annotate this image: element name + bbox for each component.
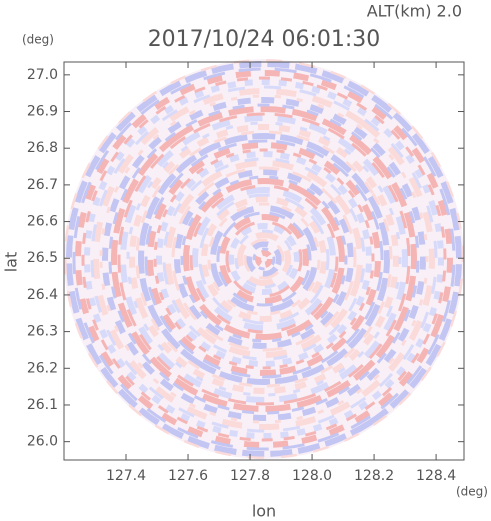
radar-ring <box>234 229 294 289</box>
radar-ring <box>210 205 318 313</box>
y-tick-label: 26.8 <box>27 140 58 156</box>
y-tick-label: 26.1 <box>27 397 58 413</box>
radar-ring <box>99 94 429 424</box>
radar-ring <box>162 157 366 361</box>
radar-ring <box>180 175 348 343</box>
y-tick-label: 26.0 <box>27 434 58 450</box>
radar-ring <box>192 187 336 332</box>
radar-ring <box>255 250 273 268</box>
radar-ring <box>207 202 321 316</box>
radar-ring <box>138 133 390 385</box>
radar-ring <box>246 241 282 277</box>
radar-ring <box>135 130 393 388</box>
radar-ring <box>243 238 285 280</box>
radar-ring <box>198 193 330 325</box>
radar-ring <box>189 184 339 334</box>
y-tick-label: 26.4 <box>27 287 58 303</box>
y-axis-label: lat <box>2 252 21 273</box>
radar-ring <box>201 196 327 322</box>
radar-ring <box>72 67 456 451</box>
radar-ring <box>156 151 372 367</box>
radar-ring <box>216 211 312 307</box>
radar-ring <box>183 178 345 340</box>
x-tick-label: 128.4 <box>416 468 456 484</box>
radar-ring <box>174 169 354 349</box>
y-tick-label: 26.6 <box>27 214 58 230</box>
y-unit: (deg) <box>22 33 54 47</box>
y-tick-label: 27.0 <box>27 67 58 83</box>
x-tick-label: 128.0 <box>292 468 332 484</box>
x-tick-label: 127.6 <box>168 468 208 484</box>
radar-ring <box>75 70 453 448</box>
radar-ring <box>93 88 435 430</box>
radar-ring <box>117 112 411 406</box>
y-tick-label: 26.3 <box>27 324 58 340</box>
y-tick-label: 26.7 <box>27 177 58 193</box>
radar-ring <box>111 106 417 412</box>
y-tick-label: 26.9 <box>27 104 58 120</box>
plot-frame <box>63 61 465 461</box>
x-tick-label: 127.4 <box>106 468 146 484</box>
x-tick-label: 128.2 <box>354 468 394 484</box>
altitude-label: ALT(km) 2.0 <box>367 2 462 21</box>
radar-ring <box>108 103 420 415</box>
x-unit: (deg) <box>456 485 488 499</box>
radar-ring <box>129 123 400 394</box>
radar-ring <box>101 96 426 421</box>
y-tick-label: 26.2 <box>27 360 58 376</box>
chart-title: 2017/10/24 06:01:30 <box>148 27 381 52</box>
radar-ring <box>120 115 408 403</box>
x-tick-label: 127.8 <box>230 468 270 484</box>
radar-ring <box>84 79 444 439</box>
radar-ring <box>237 232 291 286</box>
radar-ring <box>171 166 357 352</box>
radar-ring <box>219 214 309 304</box>
radar-ring <box>228 223 300 295</box>
radar-ring <box>153 148 375 370</box>
radar-ring <box>252 247 276 271</box>
radar-ring <box>126 121 402 397</box>
radar-ring <box>225 220 303 298</box>
radar-ring <box>90 85 438 433</box>
radar-ring <box>144 139 384 379</box>
radar-ring <box>81 76 447 442</box>
y-tick-label: 26.5 <box>27 250 58 266</box>
radar-ring <box>165 160 363 358</box>
x-axis-label: lon <box>252 502 276 521</box>
